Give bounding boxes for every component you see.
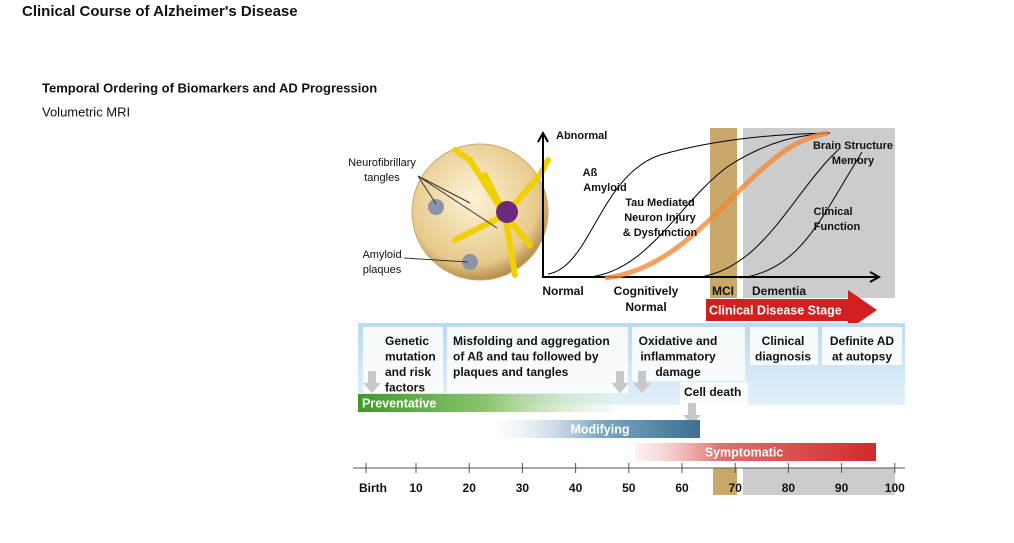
event-text: and risk xyxy=(385,365,431,379)
curve-label: & Dysfunction xyxy=(623,227,698,239)
treatment-label: Symptomatic xyxy=(705,445,784,459)
event-text: diagnosis xyxy=(755,350,811,364)
curve-label: Clinical xyxy=(813,206,852,218)
event-text: factors xyxy=(385,381,425,395)
event-box xyxy=(447,327,628,393)
label: tangles xyxy=(364,172,400,184)
timeline: Birth 10 20 30 40 50 60 70 80 90 100 xyxy=(359,463,905,495)
event-text: Definite AD xyxy=(830,334,895,348)
event-box xyxy=(822,327,902,365)
curve-label: Tau Mediated xyxy=(625,197,694,209)
y-label: Abnormal xyxy=(556,130,607,142)
timeline-label: 60 xyxy=(675,481,689,495)
curve-label: Aß xyxy=(583,167,598,179)
event-text: of Aß and tau followed by xyxy=(453,350,599,364)
timeline-label: 90 xyxy=(835,481,849,495)
event-box xyxy=(632,327,745,381)
dementia-band xyxy=(743,468,895,495)
curve xyxy=(547,132,831,275)
curve xyxy=(589,132,831,278)
axes xyxy=(537,130,882,283)
treatment-bar xyxy=(498,420,700,438)
treatment-label: Preventative xyxy=(362,396,436,410)
event-box xyxy=(363,327,443,393)
curve-label: Memory xyxy=(832,155,875,167)
treatment-bar xyxy=(358,394,615,412)
treatment-bar xyxy=(635,443,876,461)
timeline-label: 80 xyxy=(782,481,796,495)
event-text: mutation xyxy=(385,350,436,364)
timeline-label: 40 xyxy=(569,481,583,495)
timeline-label: 70 xyxy=(729,481,743,495)
subtitle: Temporal Ordering of Biomarkers and AD P… xyxy=(42,80,377,95)
event-text: Clinical xyxy=(762,334,805,348)
curve xyxy=(739,151,863,279)
event-box xyxy=(680,382,748,406)
label: plaques xyxy=(363,264,402,276)
event-text: Genetic xyxy=(385,334,429,348)
arrow-label: Clinical Disease Stage xyxy=(709,303,842,317)
mci-band xyxy=(713,468,737,495)
stage-label: Normal xyxy=(542,284,583,298)
timeline-label: 20 xyxy=(463,481,477,495)
title: Clinical Course of Alzheimer's Disease xyxy=(22,3,298,20)
curve xyxy=(604,130,829,281)
timeline-label: 100 xyxy=(885,481,905,495)
stage-label: Cognitively xyxy=(614,284,679,298)
event-text: Cell death xyxy=(684,385,741,399)
neuron-illustration xyxy=(403,143,551,281)
down-arrows xyxy=(363,371,701,425)
event-text: Misfolding and aggregation xyxy=(453,334,610,348)
label: Amyloid xyxy=(362,249,401,261)
treatment-label: Modifying xyxy=(570,422,629,436)
curve-label: Brain Structure xyxy=(813,140,893,152)
timeline-label: Birth xyxy=(359,481,387,495)
event-box xyxy=(750,327,818,365)
curve-label: Function xyxy=(814,221,861,233)
stage-label: Normal xyxy=(625,300,666,314)
curve-label: Amyloid xyxy=(583,182,626,194)
stage-arrow xyxy=(706,290,877,330)
timeline-label: 10 xyxy=(409,481,423,495)
event-text: plaques and tangles xyxy=(453,365,569,379)
stage-label: MCI xyxy=(712,284,734,298)
event-text: Oxidative and xyxy=(639,334,718,348)
label: Neurofibrillary xyxy=(348,157,416,169)
stage-label: Dementia xyxy=(752,284,806,298)
curve xyxy=(699,147,841,278)
timeline-label: 50 xyxy=(622,481,636,495)
event-text: inflammatory xyxy=(640,350,716,364)
caption: Volumetric MRI xyxy=(42,104,130,119)
event-text: damage xyxy=(655,365,701,379)
curve-label: Neuron Injury xyxy=(624,212,696,224)
timeline-label: 30 xyxy=(516,481,530,495)
event-text: at autopsy xyxy=(832,350,892,364)
